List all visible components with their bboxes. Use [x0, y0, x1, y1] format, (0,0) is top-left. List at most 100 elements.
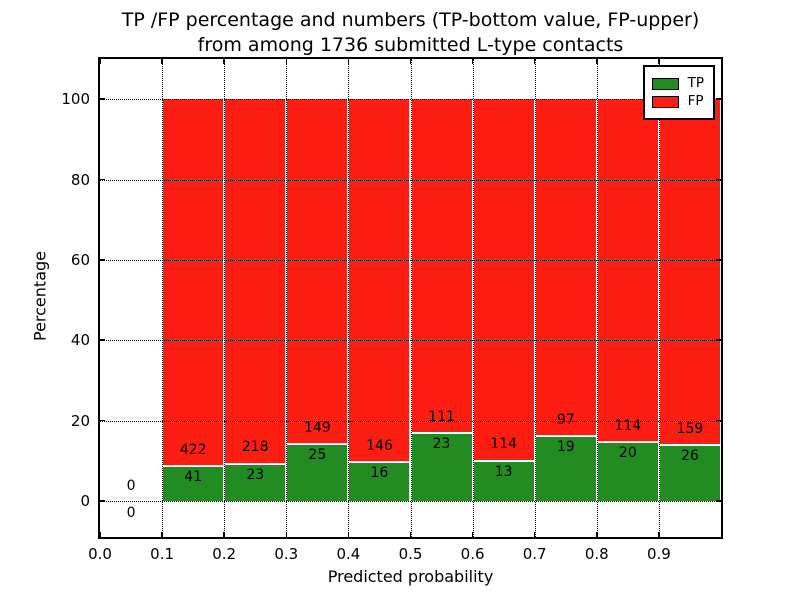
x-tick-label: 0.3 [274, 545, 299, 563]
x-tick [161, 59, 163, 64]
x-tick [161, 532, 163, 537]
legend-entry: TP [651, 75, 704, 91]
bar-segment-fp [597, 99, 658, 441]
x-tick-label: 0.7 [522, 545, 547, 563]
x-tick-label: 0.9 [646, 545, 671, 563]
x-tick [409, 59, 412, 64]
y-tick [100, 259, 105, 261]
chart-title-line2: from among 1736 submitted L-type contact… [197, 34, 624, 56]
fp-count-label: 114 [490, 436, 517, 453]
y-tick [716, 259, 721, 261]
v-gridline [534, 59, 536, 537]
fp-count-label: 218 [241, 439, 269, 456]
bar-segment-tp [473, 459, 534, 501]
legend-label: TP [687, 75, 704, 91]
x-tick [285, 532, 288, 537]
x-tick-label: 0.1 [150, 545, 175, 563]
y-tick-label: 0 [80, 491, 90, 510]
y-tick-label: 80 [70, 170, 90, 189]
y-tick [716, 98, 721, 100]
y-tick [100, 339, 105, 341]
x-tick [471, 532, 474, 537]
x-tick [533, 59, 536, 64]
x-tick-label: 0.0 [88, 545, 112, 563]
h-gridline [100, 500, 721, 502]
tp-count-label: 16 [370, 465, 389, 482]
legend-swatch-fp [651, 95, 679, 108]
v-gridline [286, 59, 288, 537]
v-gridline [472, 59, 474, 537]
tp-count-label: 23 [432, 435, 451, 452]
x-tick [285, 59, 288, 64]
bar-segment-tp [287, 443, 348, 501]
chart-title-line1: TP /FP percentage and numbers (TP-bottom… [121, 9, 700, 31]
x-tick [347, 532, 350, 537]
tp-count-label: 41 [184, 469, 203, 486]
bar-segment-tp [659, 444, 720, 501]
x-tick [223, 532, 225, 537]
fp-count-label: 422 [179, 442, 207, 458]
bar-segment-fp [163, 99, 224, 466]
y-tick [100, 178, 105, 181]
fp-count-label: 111 [428, 408, 455, 425]
y-tick-label: 40 [70, 331, 90, 350]
y-tick-label: 60 [70, 250, 90, 269]
bar-segment-fp [287, 99, 348, 444]
y-tick [100, 419, 105, 422]
bar-segment-tp [163, 465, 224, 501]
x-tick [99, 532, 101, 537]
h-gridline [100, 99, 721, 101]
v-gridline [162, 59, 164, 537]
legend: TP FP [642, 65, 715, 120]
bar-segment-fp [349, 99, 410, 462]
bar-segment-tp [597, 440, 658, 501]
bar-segment-fp [659, 99, 720, 445]
x-tick-label: 0.4 [336, 545, 361, 563]
x-tick [471, 59, 474, 64]
x-tick-label: 0.6 [460, 545, 485, 563]
bar-segment-fp [225, 99, 286, 463]
bar-segment-fp [411, 99, 472, 432]
y-tick [716, 419, 721, 422]
h-gridline [100, 179, 721, 181]
y-tick-label: 100 [61, 90, 90, 109]
x-tick [347, 59, 350, 64]
y-tick [100, 98, 105, 100]
x-tick [533, 532, 536, 537]
v-gridline [410, 59, 412, 537]
legend-swatch-tp [651, 77, 679, 90]
x-tick-label: 0.8 [584, 545, 609, 563]
y-tick [716, 500, 721, 502]
x-tick [409, 532, 412, 537]
bar-segment-fp [535, 99, 596, 436]
fp-count-label: 114 [614, 417, 642, 434]
bar-segment-tp [411, 431, 472, 501]
tp-count-label: 20 [618, 444, 637, 461]
fp-count-label: 146 [366, 437, 393, 454]
bar-segment-fp [473, 99, 534, 460]
tp-count-label: 23 [246, 466, 265, 483]
fp-count-label: 159 [676, 421, 704, 438]
tp-count-label: 13 [494, 463, 513, 480]
bar-segment-tp [349, 461, 410, 501]
x-tick [99, 59, 101, 64]
h-gridline [100, 340, 721, 342]
plot-area: TP FP 0 0 422 41 218 23 149 25 146 16 111 23 114 13 97 1… [98, 57, 723, 539]
h-gridline [100, 420, 721, 422]
chart-title: TP /FP percentage and numbers (TP-bottom… [98, 8, 723, 58]
x-axis-label: Predicted probability [327, 567, 494, 586]
x-tick-label: 0.2 [212, 545, 237, 563]
tp-count-label: 26 [681, 448, 699, 465]
y-tick-label: 20 [70, 411, 90, 430]
x-tick [658, 59, 660, 64]
v-gridline [348, 59, 350, 537]
x-tick [658, 532, 660, 537]
x-tick [223, 59, 225, 64]
legend-entry: FP [651, 94, 704, 109]
v-gridline [224, 59, 226, 537]
x-tick [596, 59, 598, 64]
bar-segment-tp [225, 462, 286, 501]
v-gridline [596, 59, 598, 537]
tp-count-label: 19 [556, 439, 575, 456]
